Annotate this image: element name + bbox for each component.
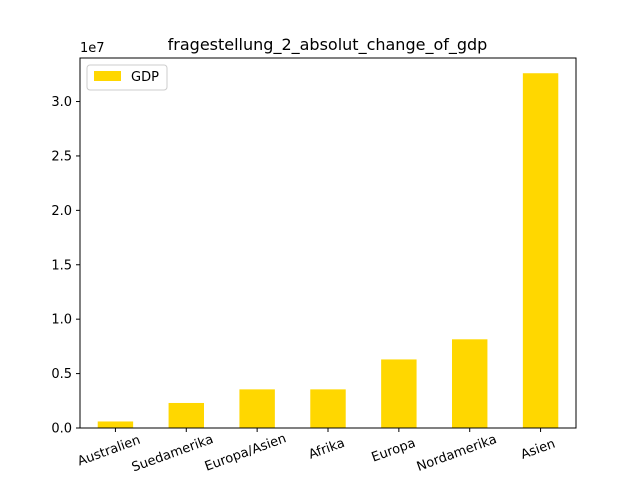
plot-frame	[79, 57, 577, 429]
x-tick-label: Europa	[370, 436, 418, 466]
bar-asien	[522, 73, 559, 428]
y-tick-label: 2.0	[51, 204, 72, 219]
bar-europa-asien	[239, 389, 275, 428]
x-tick-label: Suedamerika	[130, 432, 216, 475]
bar-afrika	[310, 389, 346, 428]
bar-australien	[97, 421, 134, 428]
legend: GDP	[86, 64, 168, 91]
y-tick-label: 0.0	[51, 422, 72, 437]
y-tick-label: 2.5	[51, 149, 72, 164]
x-tick-label: Afrika	[307, 436, 347, 463]
x-tick-label: Europa/Asien	[203, 431, 289, 474]
chart-title: fragestellung_2_absolut_change_of_gdp	[168, 35, 488, 55]
bar-suedamerika	[168, 402, 204, 428]
x-tick-label: Asien	[519, 437, 558, 463]
y-tick-label: 3.0	[51, 95, 72, 110]
y-axis-offset-label: 1e7	[80, 41, 105, 56]
bars-group	[97, 73, 559, 428]
y-tick-label: 1.5	[51, 258, 72, 273]
bar-europa	[381, 359, 417, 428]
legend-label: GDP	[131, 70, 159, 85]
legend-swatch	[94, 71, 121, 81]
y-axis: 0.0 0.5 1.0 1.5 2.0 2.5 3.0	[51, 95, 80, 437]
bar-nordamerika	[452, 339, 488, 428]
y-tick-label: 1.0	[51, 313, 72, 328]
y-tick-label: 0.5	[51, 367, 72, 382]
x-tick-label: Nordamerika	[415, 432, 499, 475]
